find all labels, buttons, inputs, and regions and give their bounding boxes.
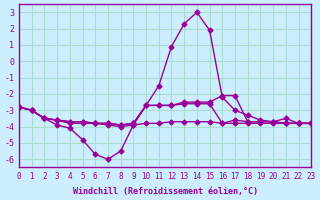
X-axis label: Windchill (Refroidissement éolien,°C): Windchill (Refroidissement éolien,°C) — [73, 187, 258, 196]
